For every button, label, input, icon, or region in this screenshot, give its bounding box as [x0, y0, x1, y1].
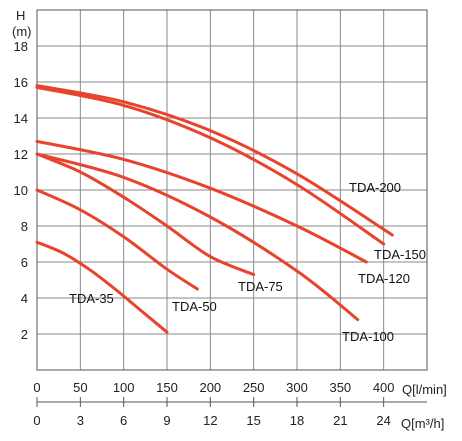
series-label-tda-75: TDA-75	[238, 279, 283, 294]
x-axis-unit: Q[l/min]	[402, 382, 447, 397]
x2-tick-label: 15	[246, 413, 260, 428]
x2-tick-label: 9	[163, 413, 170, 428]
x-tick-label: 200	[199, 380, 221, 395]
x2-tick-label: 0	[33, 413, 40, 428]
series-label-tda-35: TDA-35	[69, 291, 114, 306]
series-label-tda-50: TDA-50	[172, 299, 217, 314]
x-tick-label: 400	[373, 380, 395, 395]
x-tick-label: 150	[156, 380, 178, 395]
x2-tick-label: 18	[290, 413, 304, 428]
series-label-tda-200: TDA-200	[349, 180, 401, 195]
y-tick-label: 14	[14, 111, 28, 126]
series-label-tda-150: TDA-150	[374, 247, 426, 262]
series-label-tda-100: TDA-100	[342, 329, 394, 344]
y-tick-label: 10	[14, 183, 28, 198]
x2-axis-unit: Q[m³/h]	[401, 416, 444, 431]
curve-tda-100	[35, 152, 360, 322]
curve-tda-75	[35, 152, 256, 277]
secondary-tick-labels: 0 3 6 9 12 15 18 21 24	[33, 397, 391, 428]
x2-tick-label: 3	[77, 413, 84, 428]
x2-tick-label: 24	[376, 413, 390, 428]
y-tick-label: 16	[14, 75, 28, 90]
x-tick-label: 0	[33, 380, 40, 395]
x2-tick-label: 12	[203, 413, 217, 428]
x-tick-label: 100	[113, 380, 135, 395]
y-tick-label: 2	[21, 327, 28, 342]
x2-tick-label: 6	[120, 413, 127, 428]
curve-tda-200	[35, 84, 394, 237]
y-tick-label: 6	[21, 255, 28, 270]
y-tick-label: 8	[21, 219, 28, 234]
y-tick-label: 4	[21, 291, 28, 306]
series-labels: TDA-35 TDA-50 TDA-75 TDA-100 TDA-120 TDA-150 T…	[69, 180, 426, 344]
y-axis-label: H	[16, 8, 25, 23]
x-tick-label: 250	[243, 380, 265, 395]
y-tick-label: 12	[14, 147, 28, 162]
series-label-tda-120: TDA-120	[358, 271, 410, 286]
curve-tda-150	[35, 85, 386, 246]
x2-tick-label: 21	[333, 413, 347, 428]
curve-tda-35	[35, 240, 169, 334]
x-tick-label: 300	[286, 380, 308, 395]
curve-tda-120	[35, 139, 368, 264]
x-tick-label: 350	[329, 380, 351, 395]
grid-lines	[37, 10, 427, 370]
tick-labels: 2 4 6 8 10 12 14 16 18 0 50 100 150 200 250 300 350 400	[14, 39, 395, 395]
curve-tda-50	[35, 188, 199, 291]
x-tick-label: 50	[73, 380, 87, 395]
y-tick-label: 18	[14, 39, 28, 54]
curves	[35, 84, 394, 334]
y-axis-unit: (m)	[12, 24, 32, 39]
